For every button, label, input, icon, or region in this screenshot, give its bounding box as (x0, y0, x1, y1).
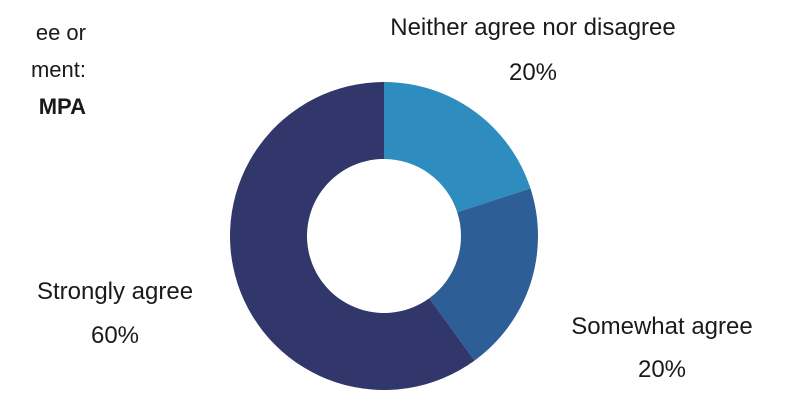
slice-label-strongly: Strongly agree 60% (37, 278, 193, 349)
question-line-1: ee or (35, 20, 86, 45)
question-line-2: ment: (30, 57, 86, 82)
slice-label-neither: Neither agree nor disagree 20% (390, 14, 676, 86)
slice-label-somewhat: Somewhat agree 20% (571, 313, 752, 383)
question-text: ee or ment: MPA (31, 14, 86, 125)
label-somewhat-value: 20% (638, 356, 686, 383)
label-somewhat-name: Somewhat agree (571, 313, 752, 340)
question-line-3: MPA (38, 94, 86, 119)
label-strongly-value: 60% (91, 322, 139, 349)
label-neither-value: 20% (509, 59, 557, 86)
donut-slices (229, 82, 538, 390)
slice-strongly (229, 82, 475, 390)
slice-somewhat (429, 188, 538, 361)
label-neither-name: Neither agree nor disagree (390, 14, 676, 41)
label-strongly-name: Strongly agree (37, 278, 193, 305)
slice-neither (384, 82, 531, 213)
